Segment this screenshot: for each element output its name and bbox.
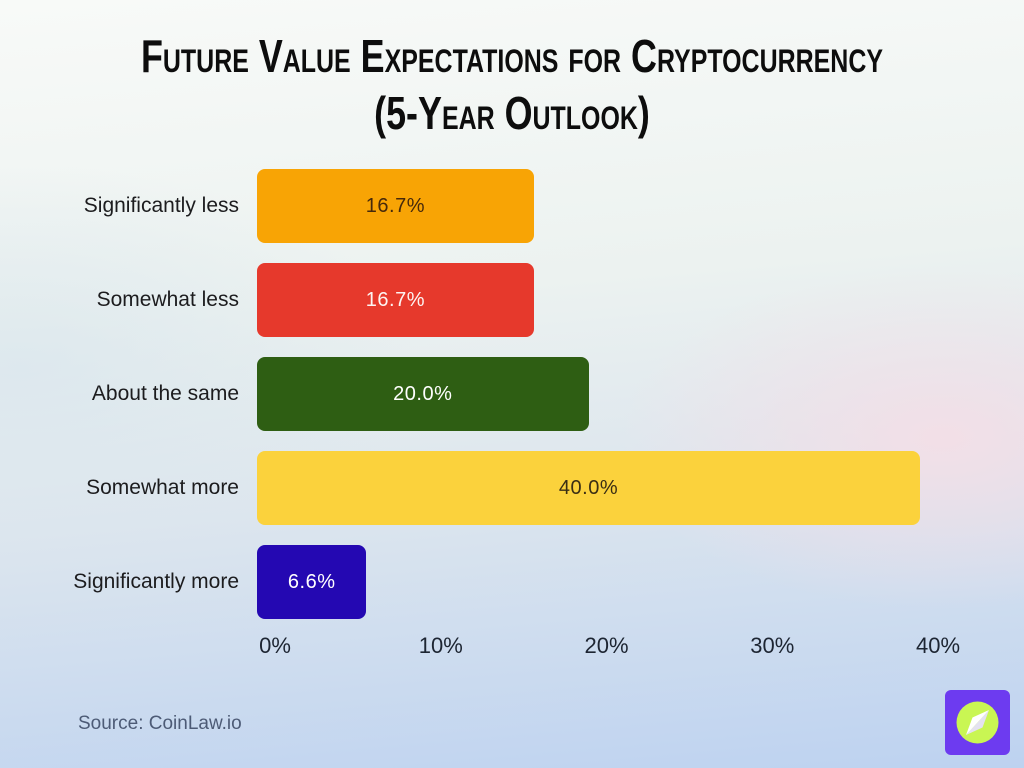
bar-track: 20.0% <box>257 357 920 431</box>
bar-row-significantly-less: Significantly less 16.7% <box>0 169 1024 263</box>
x-axis-tick: 30% <box>750 633 795 658</box>
category-label: Significantly less <box>83 194 239 217</box>
bar-row-about-the-same: About the same 20.0% <box>0 357 1024 451</box>
bar-somewhat-less: 16.7% <box>257 263 534 337</box>
bar-value-label: 6.6% <box>287 570 336 593</box>
x-axis: 0% 10% 20% 30% 40% <box>257 633 960 663</box>
bar-row-significantly-more: Significantly more 6.6% <box>0 545 1024 639</box>
coinlaw-compass-logo-icon <box>945 690 1010 755</box>
chart-title: Future Value Expectations for Cryptocurr… <box>0 0 1024 142</box>
source-credit: Source: CoinLaw.io <box>78 713 242 734</box>
x-axis-tick: 10% <box>418 633 463 658</box>
category-label: Significantly more <box>73 570 239 593</box>
bar-track: 6.6% <box>257 545 920 619</box>
x-axis-tick: 0% <box>259 633 291 658</box>
bar-about-the-same: 20.0% <box>257 357 589 431</box>
bar-value-label: 20.0% <box>393 382 453 405</box>
bar-value-label: 16.7% <box>365 288 425 311</box>
bar-somewhat-more: 40.0% <box>257 451 920 525</box>
bar-significantly-less: 16.7% <box>257 169 534 243</box>
bar-track: 16.7% <box>257 263 920 337</box>
category-label: About the same <box>91 382 239 405</box>
bar-significantly-more: 6.6% <box>257 545 367 619</box>
bar-row-somewhat-more: Somewhat more 40.0% <box>0 451 1024 545</box>
bar-track: 16.7% <box>257 169 920 243</box>
bar-track: 40.0% <box>257 451 920 525</box>
x-axis-tick: 20% <box>584 633 629 658</box>
x-axis-ticks: 0% 10% 20% 30% 40% <box>259 633 960 663</box>
x-axis-tick: 40% <box>915 633 961 658</box>
bar-value-label: 16.7% <box>365 194 425 217</box>
bar-chart: Significantly less 16.7% Somewhat less 1… <box>0 169 1024 663</box>
category-label: Somewhat more <box>86 476 239 499</box>
bar-value-label: 40.0% <box>558 476 619 499</box>
category-label: Somewhat less <box>96 288 239 311</box>
bar-row-somewhat-less: Somewhat less 16.7% <box>0 263 1024 357</box>
chart-title-line-1: Future Value Expectations for Cryptocurr… <box>140 30 884 82</box>
chart-title-line-2: (5-Year Outlook) <box>374 87 650 139</box>
